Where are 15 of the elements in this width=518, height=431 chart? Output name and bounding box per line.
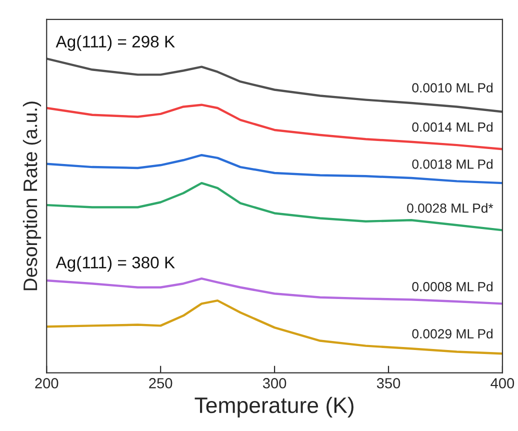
x-tick-label: 200	[35, 378, 58, 388]
series-label: 0.0008 ML Pd	[412, 282, 492, 292]
text: Ag(111) = 298 K	[56, 35, 175, 51]
x-tick-label: 350	[376, 378, 400, 388]
x-axis-title: Temperature (K)	[194, 396, 354, 418]
series-label: 0.0014 ML Pd	[412, 122, 492, 132]
annotation: Ag(111) = 380 K	[56, 256, 175, 272]
x-tick-label: 250	[149, 378, 172, 388]
series-label: 0.0018 ML Pd	[412, 159, 492, 169]
series-label: 0.0028 ML Pd*	[407, 203, 494, 213]
series-label: 0.0010 ML Pd	[412, 82, 492, 92]
x-tick-label: 400	[490, 378, 514, 388]
x-tick-label: 300	[262, 378, 286, 388]
y-axis-title: Desorption Rate (a.u.)	[22, 102, 42, 290]
series-label: 0.0029 ML Pd	[412, 328, 492, 338]
